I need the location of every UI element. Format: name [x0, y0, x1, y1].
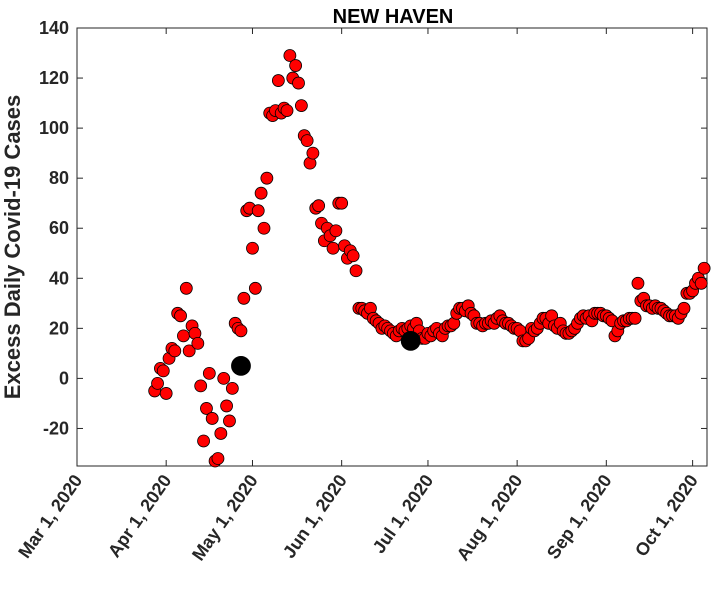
data-point: [214, 427, 228, 440]
data-point: [260, 171, 274, 185]
data-point: [292, 76, 305, 90]
data-point: [300, 134, 314, 148]
data-point: [156, 364, 170, 378]
data-point: [631, 276, 645, 290]
x-tick-label: Sep 1, 2020: [543, 471, 616, 563]
data-point: [234, 324, 248, 338]
data-point: [179, 281, 193, 295]
plot-area: [76, 27, 708, 467]
x-tick-label: Apr 1, 2020: [104, 471, 175, 561]
highlight-marker: [400, 330, 421, 351]
data-point: [223, 414, 236, 428]
data-point: [159, 387, 173, 400]
data-point: [248, 281, 262, 295]
data-point: [151, 377, 164, 390]
x-tick-label: Oct 1, 2020: [631, 471, 702, 560]
data-point: [628, 311, 642, 325]
data-point: [254, 186, 268, 200]
data-point: [202, 366, 216, 380]
data-points: [148, 49, 711, 468]
y-tick-label: 40: [49, 268, 69, 288]
data-point: [174, 309, 187, 323]
y-tick-label: 20: [49, 318, 69, 338]
x-tick-label: Jul 1, 2020: [369, 471, 438, 557]
data-point: [306, 146, 320, 160]
y-tick-label: 120: [39, 68, 69, 88]
data-point: [335, 196, 349, 210]
data-point: [257, 221, 271, 235]
data-point: [168, 344, 182, 358]
data-point: [349, 264, 363, 278]
highlight-marker: [231, 355, 251, 376]
data-point: [289, 59, 303, 72]
data-point: [194, 379, 208, 393]
x-tick-label: Mar 1, 2020: [14, 471, 86, 562]
y-tick-label: 60: [49, 218, 69, 238]
data-point: [217, 371, 231, 385]
data-point: [280, 104, 294, 117]
data-point: [205, 412, 219, 425]
y-tick-label: -20: [43, 418, 69, 438]
y-tick-label: 100: [39, 118, 69, 138]
data-point: [294, 99, 308, 112]
data-point: [177, 329, 190, 343]
x-tick-label: Jun 1, 2020: [279, 471, 351, 562]
data-point: [283, 49, 297, 62]
data-point: [225, 382, 239, 395]
chart-title: NEW HAVEN: [333, 6, 454, 28]
data-point: [220, 399, 233, 413]
data-point: [312, 199, 326, 213]
y-tick-label: 0: [59, 368, 69, 388]
y-tick-label: 140: [39, 18, 69, 38]
x-tick-label: Aug 1, 2020: [453, 471, 527, 564]
data-point: [677, 301, 691, 315]
data-point: [251, 204, 265, 218]
x-tick-label: May 1, 2020: [188, 471, 262, 564]
data-point: [329, 224, 343, 238]
data-point: [200, 402, 213, 415]
data-point: [182, 344, 196, 358]
data-point: [191, 336, 205, 350]
data-point: [694, 276, 708, 290]
data-point: [197, 434, 210, 448]
y-axis: -20 0 20 40 60 80 100 120 140: [39, 18, 707, 438]
data-point: [346, 249, 360, 263]
data-point: [246, 241, 259, 255]
data-point: [211, 452, 225, 465]
data-point: [237, 291, 251, 305]
y-tick-label: 80: [49, 168, 69, 188]
data-point: [326, 241, 340, 255]
data-point: [697, 261, 711, 275]
data-point: [271, 74, 285, 87]
x-axis: Mar 1, 2020 Apr 1, 2020 May 1, 2020 Jun 1, …: [14, 28, 702, 564]
plot-frame: [76, 27, 708, 467]
y-axis-label: Excess Daily Covid-19 Cases: [0, 95, 25, 400]
